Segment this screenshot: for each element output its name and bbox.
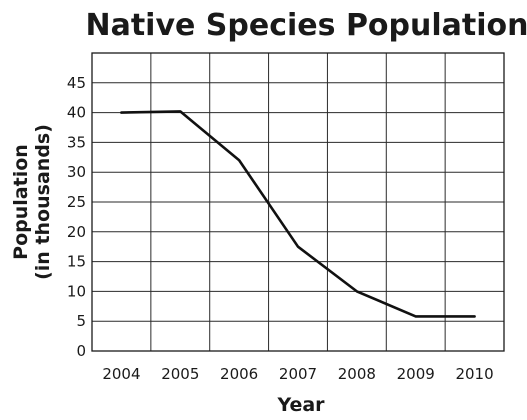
y-tick-label: 30	[67, 163, 86, 181]
x-tick-label: 2006	[220, 365, 258, 383]
y-tick-label: 45	[67, 74, 86, 92]
x-tick-label: 2004	[102, 365, 140, 383]
y-axis-ticks: 0 5 10 15 20 25 30 35 40 45	[67, 74, 86, 360]
y-axis-label: Population (in thousands)	[10, 124, 54, 280]
y-axis-label-line1: Population	[10, 144, 32, 260]
y-tick-label: 5	[76, 312, 86, 330]
y-tick-label: 15	[67, 253, 86, 271]
y-tick-label: 40	[67, 104, 86, 122]
x-tick-label: 2005	[161, 365, 199, 383]
y-tick-label: 20	[67, 223, 86, 241]
y-tick-label: 0	[76, 342, 86, 360]
x-tick-label: 2007	[279, 365, 317, 383]
chart-title: Native Species Population	[85, 8, 527, 43]
series	[120, 110, 476, 318]
x-tick-label: 2008	[338, 365, 376, 383]
x-axis-label: Year	[276, 394, 325, 416]
y-tick-label: 35	[67, 133, 86, 151]
x-tick-label: 2010	[455, 365, 493, 383]
y-axis-label-line2: (in thousands)	[32, 124, 54, 280]
grid	[92, 53, 504, 351]
x-axis-ticks: 2004 2005 2006 2007 2008 2009 2010	[102, 365, 493, 383]
y-tick-label: 25	[67, 193, 86, 211]
plot-frame	[91, 52, 505, 352]
y-tick-label: 10	[67, 282, 86, 300]
x-tick-label: 2009	[397, 365, 435, 383]
